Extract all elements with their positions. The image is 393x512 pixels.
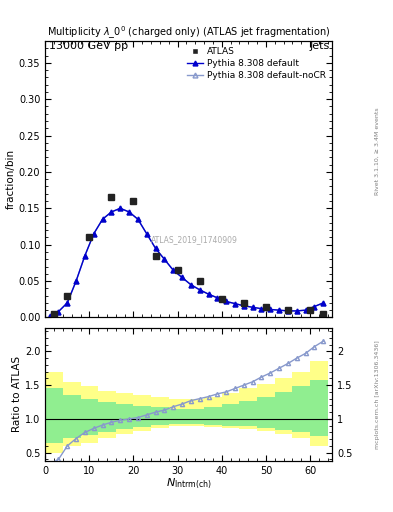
Pythia 8.308 default: [312, 304, 317, 310]
Pythia 8.308 default-noCR: [118, 205, 123, 211]
ATLAS: [241, 300, 246, 306]
ATLAS: [153, 252, 158, 259]
Pythia 8.308 default: [250, 304, 255, 310]
Pythia 8.308 default-noCR: [136, 216, 140, 222]
Y-axis label: fraction/bin: fraction/bin: [6, 149, 16, 209]
Pythia 8.308 default-noCR: [233, 301, 237, 307]
Pythia 8.308 default: [180, 274, 184, 281]
Pythia 8.308 default: [206, 291, 211, 297]
Pythia 8.308 default: [83, 252, 87, 259]
X-axis label: $N_{\mathrm{lntrm(ch)}}$: $N_{\mathrm{lntrm(ch)}}$: [166, 477, 211, 492]
Pythia 8.308 default: [224, 298, 228, 305]
ATLAS: [65, 292, 70, 298]
Pythia 8.308 default: [233, 301, 237, 307]
Pythia 8.308 default: [144, 231, 149, 237]
Pythia 8.308 default-noCR: [197, 287, 202, 293]
Line: ATLAS: ATLAS: [51, 194, 326, 317]
Pythia 8.308 default-noCR: [321, 300, 326, 306]
Pythia 8.308 default-noCR: [241, 303, 246, 309]
Pythia 8.308 default-noCR: [224, 298, 228, 305]
Pythia 8.308 default-noCR: [100, 216, 105, 222]
Pythia 8.308 default: [127, 209, 131, 215]
Text: mcplots.cern.ch [arXiv:1306.3436]: mcplots.cern.ch [arXiv:1306.3436]: [375, 340, 380, 449]
Pythia 8.308 default: [153, 245, 158, 251]
Pythia 8.308 default-noCR: [74, 278, 79, 284]
Pythia 8.308 default-noCR: [162, 256, 167, 262]
ATLAS: [197, 278, 202, 284]
Line: Pythia 8.308 default-noCR: Pythia 8.308 default-noCR: [47, 206, 326, 318]
Text: 13000 GeV pp: 13000 GeV pp: [49, 41, 128, 51]
Pythia 8.308 default: [47, 313, 52, 319]
ATLAS: [175, 267, 180, 273]
Pythia 8.308 default: [74, 278, 79, 284]
Pythia 8.308 default: [100, 216, 105, 222]
ATLAS: [51, 311, 56, 317]
Pythia 8.308 default-noCR: [303, 307, 308, 313]
Pythia 8.308 default: [241, 303, 246, 309]
Pythia 8.308 default: [92, 231, 96, 237]
Pythia 8.308 default: [189, 282, 193, 288]
Pythia 8.308 default: [277, 307, 281, 313]
Pythia 8.308 default: [56, 309, 61, 315]
Pythia 8.308 default-noCR: [312, 304, 317, 310]
ATLAS: [131, 198, 136, 204]
Pythia 8.308 default-noCR: [65, 300, 70, 306]
Pythia 8.308 default-noCR: [294, 308, 299, 314]
Pythia 8.308 default: [65, 300, 70, 306]
Pythia 8.308 default-noCR: [127, 209, 131, 215]
Text: Jets: Jets: [310, 41, 330, 51]
ATLAS: [321, 311, 326, 317]
Legend: ATLAS, Pythia 8.308 default, Pythia 8.308 default-noCR: ATLAS, Pythia 8.308 default, Pythia 8.30…: [185, 46, 328, 81]
Pythia 8.308 default-noCR: [144, 231, 149, 237]
Pythia 8.308 default: [321, 300, 326, 306]
Pythia 8.308 default: [286, 308, 290, 314]
Text: ATLAS_2019_I1740909: ATLAS_2019_I1740909: [151, 236, 238, 245]
Text: Rivet 3.1.10, ≥ 3.4M events: Rivet 3.1.10, ≥ 3.4M events: [375, 108, 380, 196]
Pythia 8.308 default: [171, 267, 176, 273]
Pythia 8.308 default-noCR: [153, 245, 158, 251]
Y-axis label: Ratio to ATLAS: Ratio to ATLAS: [12, 356, 22, 432]
Pythia 8.308 default-noCR: [286, 308, 290, 314]
Pythia 8.308 default-noCR: [268, 306, 273, 312]
Pythia 8.308 default: [136, 216, 140, 222]
ATLAS: [264, 304, 268, 310]
Pythia 8.308 default: [268, 306, 273, 312]
Pythia 8.308 default-noCR: [171, 267, 176, 273]
Pythia 8.308 default-noCR: [206, 291, 211, 297]
Pythia 8.308 default: [109, 209, 114, 215]
Pythia 8.308 default: [259, 306, 264, 312]
Pythia 8.308 default-noCR: [259, 306, 264, 312]
Pythia 8.308 default-noCR: [83, 252, 87, 259]
Pythia 8.308 default-noCR: [47, 313, 52, 319]
ATLAS: [308, 307, 312, 313]
Title: Multiplicity $\lambda\_0^0$ (charged only) (ATLAS jet fragmentation): Multiplicity $\lambda\_0^0$ (charged onl…: [47, 25, 330, 41]
Pythia 8.308 default: [162, 256, 167, 262]
ATLAS: [109, 195, 114, 201]
Pythia 8.308 default: [303, 307, 308, 313]
ATLAS: [286, 307, 290, 313]
Pythia 8.308 default-noCR: [109, 209, 114, 215]
Pythia 8.308 default-noCR: [250, 304, 255, 310]
Pythia 8.308 default-noCR: [215, 295, 220, 301]
ATLAS: [87, 234, 92, 241]
Pythia 8.308 default-noCR: [56, 309, 61, 315]
Pythia 8.308 default-noCR: [180, 274, 184, 281]
Pythia 8.308 default: [215, 295, 220, 301]
Pythia 8.308 default-noCR: [92, 231, 96, 237]
ATLAS: [219, 296, 224, 302]
Pythia 8.308 default: [118, 205, 123, 211]
Pythia 8.308 default-noCR: [277, 307, 281, 313]
Line: Pythia 8.308 default: Pythia 8.308 default: [47, 206, 326, 318]
Pythia 8.308 default-noCR: [189, 282, 193, 288]
Pythia 8.308 default: [294, 308, 299, 314]
Pythia 8.308 default: [197, 287, 202, 293]
